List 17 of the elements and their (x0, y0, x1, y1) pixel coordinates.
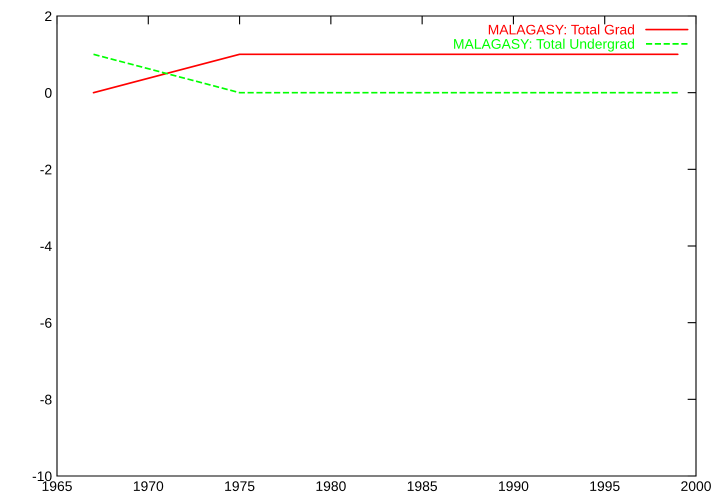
legend-label: MALAGASY: Total Undergrad (454, 38, 634, 52)
x-tick-label: 1985 (408, 481, 438, 492)
x-tick-label: 2000 (681, 481, 711, 492)
y-tick-label: -6 (40, 318, 52, 328)
y-tick-label: -4 (40, 241, 52, 252)
x-tick-label: 1990 (499, 481, 528, 492)
x-tick-label: 1995 (590, 481, 620, 492)
x-tick-label: 1970 (134, 481, 164, 492)
x-tick-label: 1980 (316, 481, 346, 492)
y-tick-label: 2 (45, 11, 52, 22)
y-tick-label: 0 (44, 88, 52, 98)
legend-label: MALAGASY: Total Grad (488, 24, 634, 35)
x-tick-label: 1965 (42, 481, 72, 492)
y-tick-label: -8 (40, 394, 52, 405)
x-tick-label: 1975 (225, 481, 254, 492)
y-tick-label: -2 (40, 164, 52, 174)
y-tick-label: -10 (32, 471, 52, 482)
